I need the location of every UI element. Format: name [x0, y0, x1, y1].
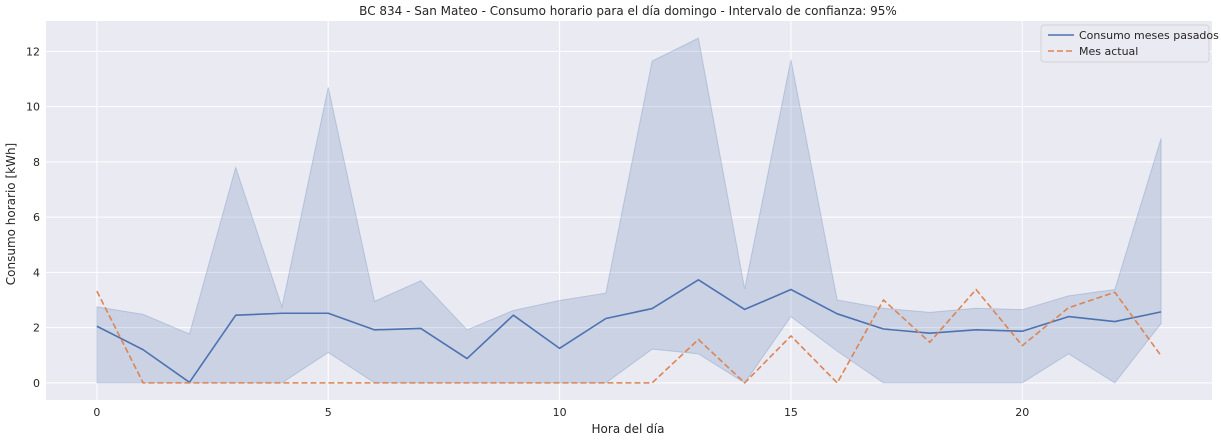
series-lines-layer	[96, 279, 1162, 384]
x-tick-labels: 0 5 10 15 20	[93, 406, 1029, 419]
y-tick-label: 0	[33, 377, 40, 390]
y-tick-label: 6	[33, 211, 40, 224]
y-tick-label: 2	[33, 322, 40, 335]
x-tick-label: 10	[553, 406, 567, 419]
y-tick-label: 8	[33, 156, 40, 169]
x-tick-label: 5	[325, 406, 332, 419]
grid	[46, 21, 1212, 400]
y-axis-title: Consumo horario [kWh]	[4, 143, 18, 285]
y-tick-label: 4	[33, 266, 40, 279]
series-line-consumo-meses-pasados	[96, 279, 1162, 384]
plot-area	[46, 21, 1212, 400]
legend: Consumo meses pasados Mes actual	[1040, 24, 1219, 63]
legend-label-mes-actual: Mes actual	[1079, 45, 1138, 58]
x-tick-label: 15	[784, 406, 798, 419]
x-tick-label: 0	[93, 406, 100, 419]
chart-title: BC 834 - San Mateo - Consumo horario par…	[359, 4, 897, 18]
x-axis-title: Hora del día	[592, 422, 665, 436]
x-tick-label: 20	[1015, 406, 1029, 419]
y-tick-labels: 0 2 4 6 8 10 12	[26, 45, 40, 389]
series-line-mes-actual	[96, 288, 1162, 384]
y-tick-label: 12	[26, 45, 40, 58]
legend-label-consumo-meses-pasados: Consumo meses pasados	[1079, 29, 1219, 42]
legend-box	[1040, 24, 1210, 63]
y-tick-label: 10	[26, 101, 40, 114]
